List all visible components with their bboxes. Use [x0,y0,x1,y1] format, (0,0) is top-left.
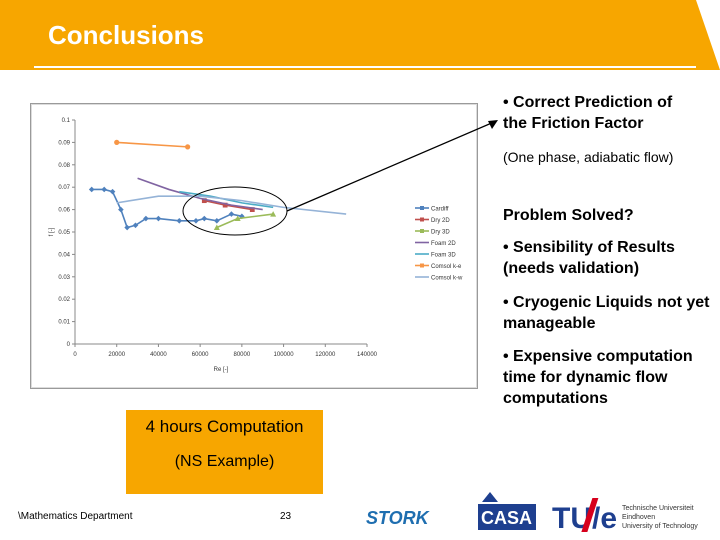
bullet-1-note: (One phase, adiabatic flow) [503,149,674,165]
y-tick-label: 0.1 [62,118,71,124]
data-point-cardiff [101,186,107,193]
callout-line-2: (NS Example) [174,453,275,470]
legend-marker [420,263,424,268]
data-point-dry-3d [270,211,277,217]
x-axis-label: Re [-] [214,367,229,373]
x-tick-label: 80000 [234,352,251,358]
x-tick-label: 100000 [274,352,295,358]
bullet-problem: Problem Solved? [503,207,634,224]
legend-marker [420,206,424,210]
casa-logo: CASA [478,492,536,530]
slide-title: Conclusions [48,20,205,50]
bullet-4: • Expensive computation time for dynamic… [503,348,693,407]
title-divider [34,66,696,68]
legend-label: Foam 3D [431,253,456,259]
legend-label: Comsol k-e [431,264,462,270]
tue-text-2: Eindhoven [622,514,655,521]
y-tick-label: 0.01 [58,320,70,326]
highlight-ellipse [182,186,288,236]
y-axis-label: f [-] [49,227,55,236]
y-tick-label: 0.02 [58,297,70,303]
footer-department: \Mathematics Department [18,511,133,522]
legend-label: Dry 3D [431,230,450,236]
computation-callout: 4 hours Computation (NS Example) [126,410,323,494]
callout-line-1: 4 hours Computation [145,417,304,436]
data-point-cardiff [118,206,124,213]
bullet-3: • Cryogenic Liquids not yet manageable [503,294,710,332]
tue-slash-accent [581,498,599,532]
x-tick-label: 0 [73,352,77,358]
data-point-cardiff [201,215,208,222]
y-tick-label: 0 [67,342,71,348]
data-point-cardiff [143,215,149,222]
stork-logo: STORK [366,508,431,528]
x-tick-label: 60000 [192,352,209,358]
tue-text-3: University of Technology [622,523,698,530]
x-tick-label: 120000 [315,352,336,358]
legend-label: Dry 2D [431,218,450,224]
data-point-dry-2d [249,207,255,212]
footer-page-number: 23 [280,511,292,522]
legend-label: Cardiff [431,207,449,213]
bullet-2: • Sensibility of Results (needs validati… [503,239,675,277]
title-bar-slant [696,0,720,70]
y-tick-label: 0.08 [58,163,70,169]
title-bar [0,0,720,70]
data-point-comsol-k-e [114,139,120,145]
x-tick-label: 40000 [150,352,167,358]
data-point-cardiff [88,186,95,193]
data-point-cardiff [109,188,116,195]
data-point-cardiff [132,222,139,229]
pointer-arrow [286,121,495,212]
y-tick-label: 0.04 [58,252,70,258]
data-point-dry-3d [234,215,241,222]
svg-text:CASA: CASA [481,508,532,528]
legend-label: Foam 2D [431,241,456,247]
x-tick-label: 140000 [357,352,378,358]
tue-text-1: Technische Universiteit [622,505,694,512]
data-point-dry-2d [222,202,228,208]
friction-factor-chart: 0 0.01 0.02 0.03 0.04 0.05 0.06 0.07 0.08 0.09 0.1… [49,118,463,373]
series-line-foam-2d [137,177,263,211]
pointer-arrowhead [488,120,498,129]
x-tick-label: 20000 [108,352,125,358]
legend-label: Comsol k-w [431,276,463,282]
legend-marker [420,229,424,233]
legend-marker [420,217,424,222]
data-point-cardiff [228,211,235,217]
y-tick-label: 0.05 [58,230,70,236]
y-tick-label: 0.03 [58,275,70,281]
data-point-cardiff [214,218,220,224]
y-tick-label: 0.06 [58,208,70,214]
footer-logos: STORK CASA TU/e Technische Universiteit … [366,492,698,535]
data-point-dry-2d [201,198,207,204]
data-point-comsol-k-e [185,144,191,150]
chart-frame: 0 0.01 0.02 0.03 0.04 0.05 0.06 0.07 0.08 0.09 0.1… [30,103,478,389]
series-line-comsol-k-e [116,141,188,148]
y-tick-label: 0.07 [58,185,70,191]
bullet-1: • Correct Prediction of the Friction Fac… [503,94,673,132]
y-tick-label: 0.09 [58,140,70,146]
data-point-dry-3d [213,224,220,231]
